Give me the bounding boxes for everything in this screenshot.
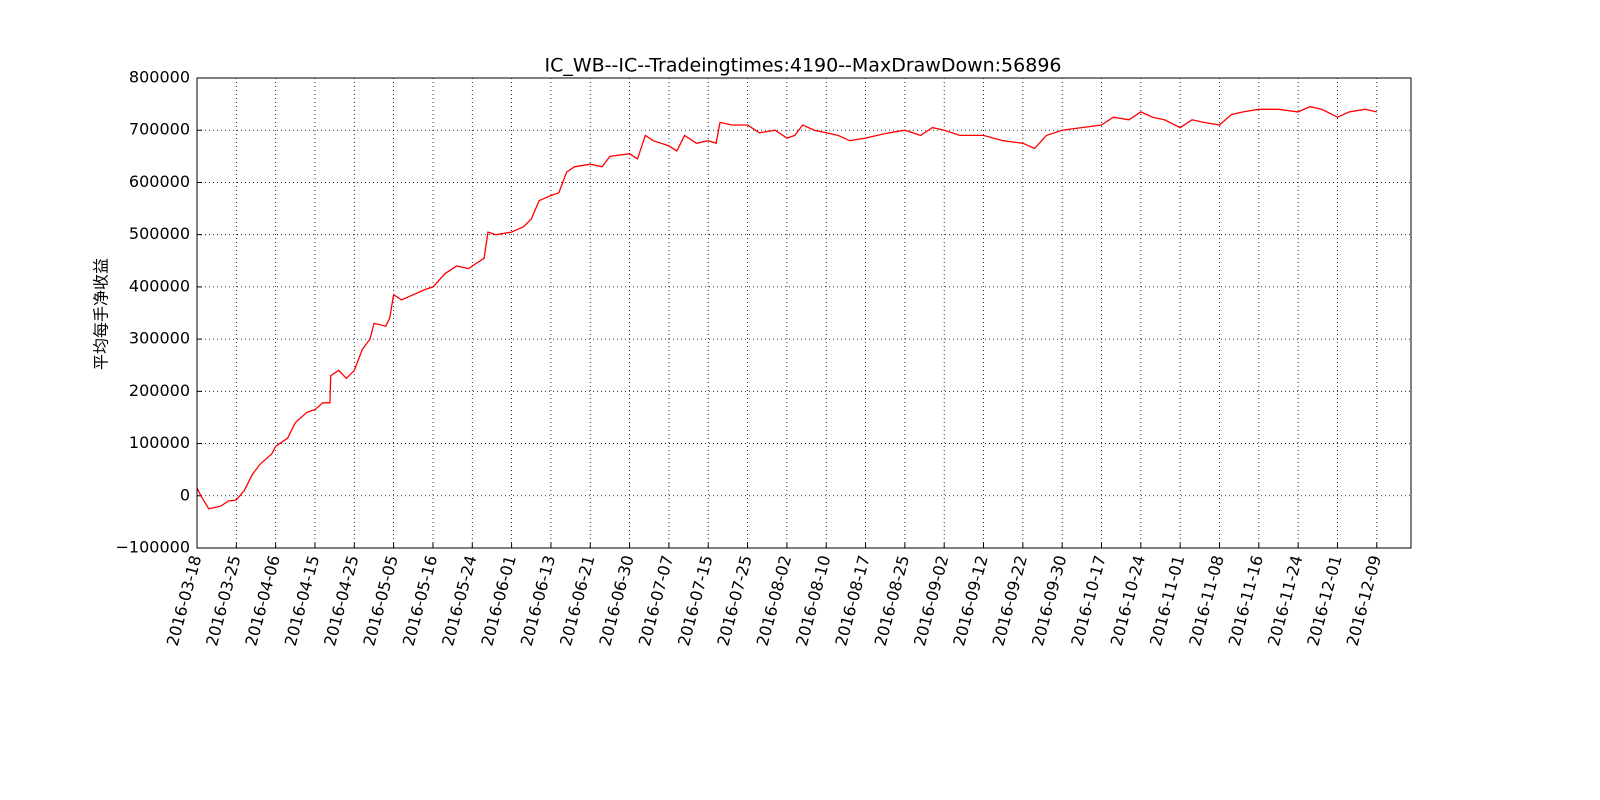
x-tick-label: 2016-07-07	[635, 553, 677, 648]
x-tick-label: 2016-12-01	[1303, 553, 1345, 648]
x-tick-label: 2016-08-10	[792, 553, 834, 648]
x-tick-label: 2016-09-30	[1028, 553, 1070, 648]
x-tick-label: 2016-09-22	[989, 553, 1031, 648]
x-tick-label: 2016-09-12	[949, 553, 991, 648]
y-tick-label: 100000	[129, 433, 190, 452]
x-tick-label: 2016-03-25	[202, 553, 244, 648]
x-tick-label: 2016-04-06	[241, 553, 283, 648]
x-tick-label: 2016-05-24	[438, 553, 480, 648]
y-tick-label: 700000	[129, 120, 190, 139]
x-tick-label: 2016-04-15	[281, 553, 323, 648]
x-tick-label: 2016-08-17	[831, 553, 873, 648]
plot-frame	[196, 77, 1412, 549]
y-tick-label: 0	[180, 485, 190, 504]
y-tick-label: 600000	[129, 172, 190, 191]
x-tick-label: 2016-09-02	[910, 553, 952, 648]
x-tick-label: 2016-10-24	[1107, 553, 1149, 648]
x-tick-label: 2016-05-05	[359, 553, 401, 648]
data-line	[196, 106, 1377, 510]
x-tick-label: 2016-08-02	[753, 553, 795, 648]
y-tick-label: 800000	[129, 68, 190, 87]
x-tick-label: 2016-05-16	[399, 553, 441, 648]
x-tick-label: 2016-11-24	[1264, 553, 1306, 648]
x-tick-label: 2016-10-17	[1067, 553, 1109, 648]
y-axis-label: 平均每手净收益	[92, 258, 111, 370]
y-tick-label: 500000	[129, 224, 190, 243]
x-tick-label: 2016-03-18	[163, 553, 205, 648]
y-tick-label: 300000	[129, 329, 190, 348]
y-tick-label: 400000	[129, 276, 190, 295]
x-tick-label: 2016-07-25	[713, 553, 755, 648]
x-tick-label: 2016-06-13	[517, 553, 559, 648]
y-tick-label: 200000	[129, 381, 190, 400]
x-tick-label: 2016-06-01	[477, 553, 519, 648]
x-tick-label: 2016-07-15	[674, 553, 716, 648]
x-tick-label: 2016-06-30	[595, 553, 637, 648]
x-tick-label: 2016-11-08	[1185, 553, 1227, 648]
x-tick-label: 2016-12-09	[1343, 553, 1385, 648]
x-tick-label: 2016-11-16	[1225, 553, 1267, 648]
x-tick-label: 2016-11-01	[1146, 553, 1188, 648]
y-tick-label: −100000	[116, 538, 190, 557]
x-tick-label: 2016-04-25	[320, 553, 362, 648]
x-tick-label: 2016-08-25	[871, 553, 913, 648]
chart-title: IC_WB--IC--Tradeingtimes:4190--MaxDrawDo…	[544, 55, 1061, 77]
x-tick-label: 2016-06-21	[556, 553, 598, 648]
